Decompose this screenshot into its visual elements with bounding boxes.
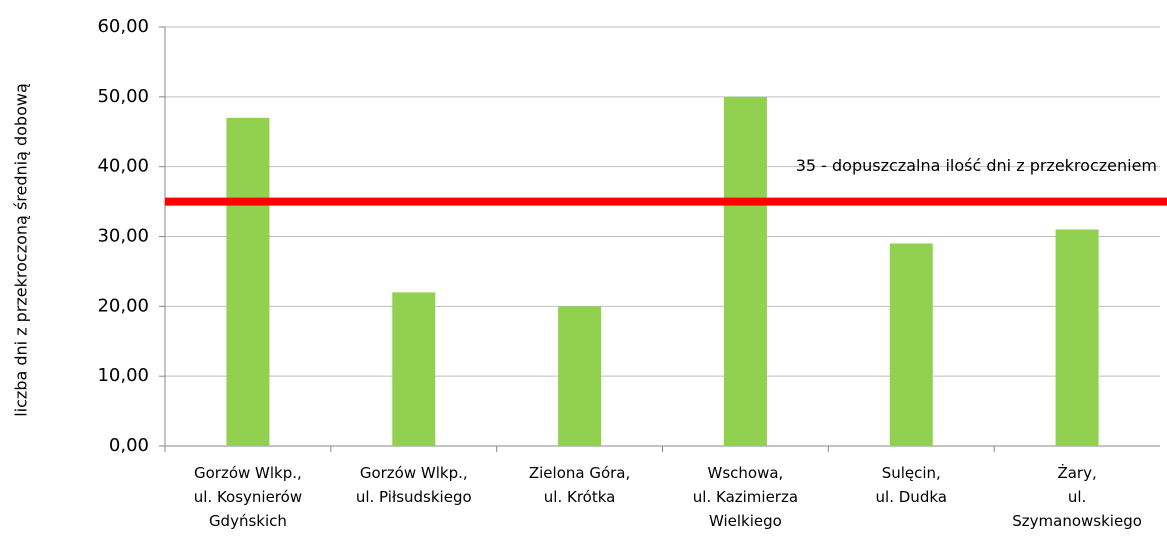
x-tick-label: Zielona Góra, ul. Krótka bbox=[529, 464, 630, 506]
threshold-label: 35 - dopuszczalna ilość dni z przekrocze… bbox=[796, 156, 1157, 175]
y-tick-label: 0,00 bbox=[109, 435, 149, 456]
x-tick-label: Gorzów Wlkp., ul. Kosynierów Gdyńskich bbox=[194, 464, 302, 530]
x-tick-label: Żary, ul. Szymanowskiego bbox=[1012, 463, 1142, 530]
bar bbox=[558, 306, 602, 446]
bar bbox=[392, 292, 436, 446]
y-tick-label: 50,00 bbox=[97, 86, 149, 107]
bar bbox=[1055, 229, 1099, 446]
y-tick-label: 60,00 bbox=[97, 16, 149, 37]
x-tick-label: Gorzów Wlkp., ul. Piłsudskiego bbox=[356, 464, 472, 506]
x-tick-label: Sulęcin, ul. Dudka bbox=[876, 464, 947, 506]
y-axis-label: liczba dni z przekroczoną średnią dobową bbox=[12, 83, 31, 417]
bar bbox=[226, 117, 270, 447]
y-tick-label: 40,00 bbox=[97, 156, 149, 177]
bar bbox=[723, 96, 767, 446]
y-tick-label: 30,00 bbox=[97, 226, 149, 247]
x-tick-label: Wschowa, ul. Kazimierza Wielkiego bbox=[693, 464, 798, 530]
y-tick-label: 20,00 bbox=[97, 295, 149, 316]
bar bbox=[889, 243, 933, 446]
y-tick-label: 10,00 bbox=[97, 365, 149, 386]
